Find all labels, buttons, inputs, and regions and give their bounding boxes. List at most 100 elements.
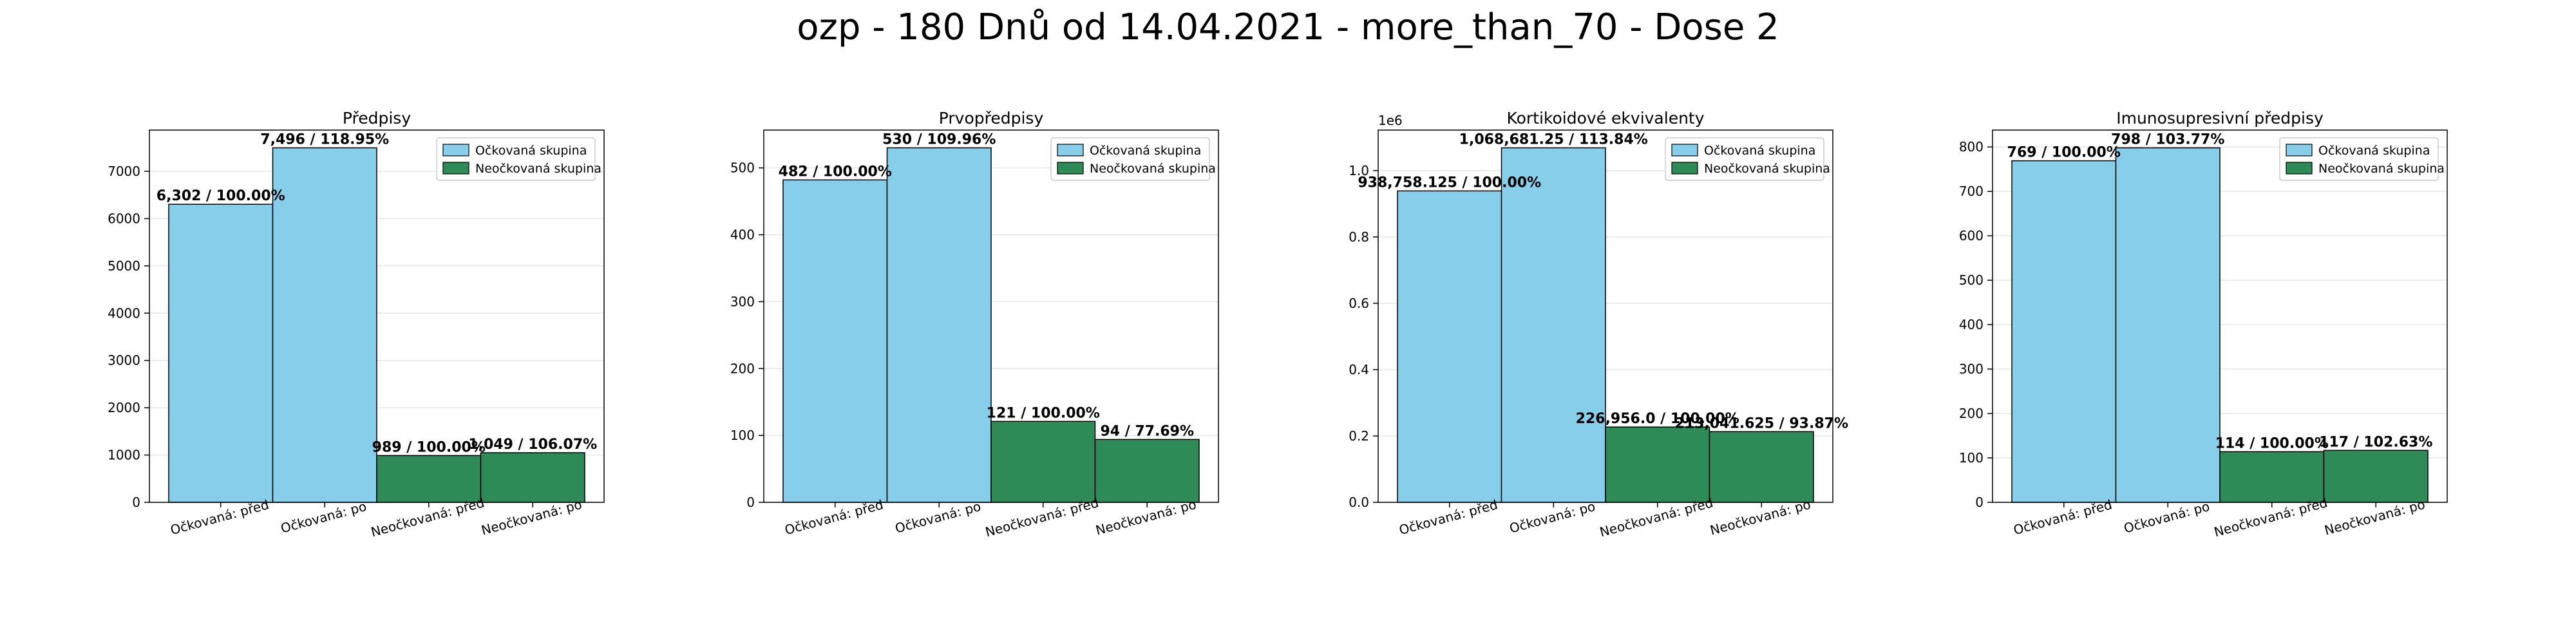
bar <box>1397 190 1502 503</box>
data-label: 769 / 100.00% <box>2007 145 2121 161</box>
y-tick-label: 600 <box>1959 228 1984 243</box>
data-label: 7,496 / 118.95% <box>260 132 389 148</box>
y-tick-label: 1000 <box>108 448 140 463</box>
data-label: 530 / 109.96% <box>882 132 996 148</box>
legend-swatch <box>1057 144 1084 156</box>
y-tick-label: 500 <box>730 160 755 176</box>
legend: Očkovaná skupina Neočkovaná skupina <box>2279 137 2445 181</box>
legend-box <box>1050 137 1210 181</box>
y-tick-label: 0.2 <box>1349 428 1369 444</box>
x-tick-label: Očkovaná: po <box>893 498 982 536</box>
y-tick-label: 700 <box>1959 184 1984 199</box>
axes-frame <box>1378 129 1833 503</box>
y-tick-label: 200 <box>1959 406 1984 421</box>
y-tick-label: 300 <box>730 294 755 309</box>
data-label: 482 / 100.00% <box>779 164 892 180</box>
x-tick-label: Očkovaná: po <box>2122 498 2211 536</box>
legend: Očkovaná skupina Neočkovaná skupina <box>1050 137 1216 181</box>
data-label: 114 / 100.00% <box>2215 435 2329 451</box>
legend-label: Neočkovaná skupina <box>1704 162 1830 176</box>
chart-title: Imunosupresivní předpisy <box>2116 109 2324 128</box>
legend-swatch <box>2286 162 2313 175</box>
x-tick-label: Očkovaná: před <box>1397 497 1499 538</box>
chart-1: 6,302 / 100.00% 7,496 / 118.95% 989 / 100.… <box>108 109 605 540</box>
axes-frame <box>149 129 605 503</box>
bar <box>480 452 585 503</box>
bar <box>1501 147 1606 503</box>
bar <box>2011 160 2117 503</box>
legend-box <box>2279 137 2439 181</box>
y-tick-label: 1.0 <box>1349 163 1369 178</box>
bar <box>886 147 992 503</box>
y-tick-label: 0.8 <box>1349 229 1369 245</box>
bar <box>990 421 1096 503</box>
y-tick-label: 0.0 <box>1349 495 1369 510</box>
bar <box>1605 426 1710 503</box>
y-tick-label: 800 <box>1959 139 1984 155</box>
bar <box>1094 439 1200 503</box>
y-tick-label: 0.4 <box>1349 362 1369 377</box>
bar <box>2115 147 2221 503</box>
legend-swatch <box>442 162 469 175</box>
y-tick-label: 400 <box>1959 317 1984 332</box>
x-tick-label: Očkovaná: před <box>2012 497 2114 538</box>
y-tick-label: 3000 <box>108 353 140 368</box>
axes-frame <box>1992 129 2448 503</box>
legend-label: Očkovaná skupina <box>2318 144 2430 158</box>
y-scale-label: 1e6 <box>1378 113 1403 128</box>
legend-box <box>1665 137 1824 181</box>
bar <box>1709 431 1814 503</box>
data-label: 94 / 77.69% <box>1100 423 1194 439</box>
y-tick-label: 0 <box>746 495 755 510</box>
legend-label: Neočkovaná skupina <box>2318 162 2445 176</box>
data-label: 938,758.125 / 100.00% <box>1358 175 1541 191</box>
y-tick-label: 2000 <box>108 400 140 415</box>
y-tick-label: 100 <box>1959 450 1984 466</box>
legend-swatch <box>1671 144 1698 156</box>
data-label: 989 / 100.00% <box>372 439 486 455</box>
y-tick-label: 0 <box>1975 495 1984 510</box>
data-label: 226,956.0 / 100.00% <box>1576 411 1739 427</box>
x-tick-label: Očkovaná: po <box>1508 498 1596 536</box>
bar <box>272 147 377 503</box>
data-label: 213,041.625 / 93.87% <box>1675 415 1848 431</box>
data-label: 6,302 / 100.00% <box>156 188 285 204</box>
legend-swatch <box>1671 162 1698 175</box>
chart-title: Kortikoidové ekvivalenty <box>1506 109 1704 128</box>
legend-swatch <box>2286 144 2313 156</box>
legend-label: Očkovaná skupina <box>1704 144 1815 158</box>
chart-2: 482 / 100.00% 530 / 109.96% 121 / 100.00%9… <box>730 109 1219 540</box>
y-tick-label: 4000 <box>108 305 140 321</box>
y-tick-label: 200 <box>730 361 755 376</box>
legend-label: Neočkovaná skupina <box>475 162 601 176</box>
y-tick-label: 5000 <box>108 258 140 274</box>
chart-4: 769 / 100.00%798 / 103.77%114 / 100.00%1… <box>1959 109 2448 540</box>
y-tick-label: 300 <box>1959 361 1984 377</box>
x-tick-label: Očkovaná: před <box>783 497 885 538</box>
data-label: 798 / 103.77% <box>2111 132 2224 148</box>
legend-label: Neočkovaná skupina <box>1090 162 1216 176</box>
y-tick-label: 100 <box>730 428 755 443</box>
chart-title: Předpisy <box>343 109 411 128</box>
y-tick-label: 7000 <box>108 164 140 179</box>
y-tick-label: 0.6 <box>1349 296 1369 311</box>
y-tick-label: 500 <box>1959 272 1984 288</box>
legend-swatch <box>442 144 469 156</box>
legend-label: Očkovaná skupina <box>1090 144 1201 158</box>
x-tick-label: Očkovaná: po <box>279 498 368 536</box>
bar <box>782 179 888 503</box>
data-label: 117 / 102.63% <box>2319 434 2432 450</box>
y-tick-label: 6000 <box>108 211 140 226</box>
legend: Očkovaná skupina Neočkovaná skupina <box>436 137 601 181</box>
legend-label: Očkovaná skupina <box>475 144 587 158</box>
y-tick-label: 400 <box>730 227 755 243</box>
bar <box>2323 450 2429 503</box>
legend: Očkovaná skupina Neočkovaná skupina <box>1665 137 1830 181</box>
bar <box>376 455 482 503</box>
y-tick-label: 0 <box>132 495 140 510</box>
legend-box <box>436 137 596 181</box>
legend-swatch <box>1057 162 1084 175</box>
chart-3: 938,758.125 / 100.00% 1,068,681.25 / 113.… <box>1349 109 1848 540</box>
data-label: 121 / 100.00% <box>987 405 1100 421</box>
